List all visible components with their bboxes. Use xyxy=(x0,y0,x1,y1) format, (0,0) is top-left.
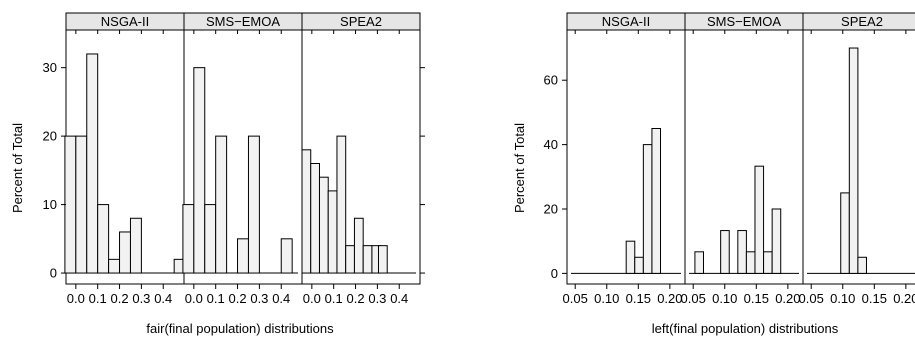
x-tick-label: 0.0 xyxy=(185,291,203,306)
histogram-bar xyxy=(182,204,195,274)
x-tick-label: 0.05 xyxy=(563,291,588,306)
panel-strip-label: NSGA-II xyxy=(602,14,650,29)
x-tick-label: 0.15 xyxy=(744,291,769,306)
x-tick-label: 0.10 xyxy=(712,291,737,306)
x-tick-label: 0.20 xyxy=(775,291,800,306)
left-distribution-figure: left(final population) distributions Per… xyxy=(512,12,915,336)
panel-0-0: NSGA-II 0.0 0.1 0.2 0.3 0.4 xyxy=(64,12,186,306)
histogram-bar xyxy=(625,240,636,274)
panel-frame xyxy=(802,29,915,285)
panel-strip-label: NSGA-II xyxy=(101,14,149,29)
histogram-bar xyxy=(754,165,765,274)
x-tick-label: 0.2 xyxy=(346,291,364,306)
histogram-bar xyxy=(377,245,388,274)
x-tick-label: 0.4 xyxy=(272,291,290,306)
x-tick-label: 0.05 xyxy=(681,291,706,306)
x-tick-label: 0.3 xyxy=(368,291,386,306)
panel-strip-label: SPEA2 xyxy=(841,14,883,29)
x-tick-label: 0.0 xyxy=(67,291,85,306)
histogram-bar xyxy=(857,256,867,274)
histogram-bar xyxy=(745,251,756,274)
x-tick-label: 0.3 xyxy=(250,291,268,306)
fig1-xlabel: left(final population) distributions xyxy=(652,321,839,336)
histogram-bar xyxy=(763,251,773,274)
fig1-ylabel: Percent of Total xyxy=(512,123,527,213)
histogram-bar xyxy=(642,144,653,274)
fig0-xlabel: fair(final population) distributions xyxy=(146,321,334,336)
panel-1-2: SPEA2 0.05 0.10 0.15 0.20 xyxy=(799,12,915,306)
histogram-bar xyxy=(848,47,859,274)
x-tick-label: 0.20 xyxy=(657,291,682,306)
panel-strip-label: SMS−EMOA xyxy=(707,14,781,29)
histogram-bar xyxy=(97,204,110,274)
histogram-bar xyxy=(720,230,730,274)
histogram-bar xyxy=(301,149,312,274)
y-tick-label: 0 xyxy=(551,266,558,281)
histogram-bar xyxy=(327,190,338,274)
histogram-bar xyxy=(247,135,260,274)
histogram-bar xyxy=(362,245,373,274)
x-tick-label: 0.1 xyxy=(89,291,107,306)
histogram-bar xyxy=(353,217,364,274)
x-tick-label: 0.4 xyxy=(154,291,172,306)
panel-1-1: SMS−EMOA 0.05 0.10 0.15 0.20 xyxy=(681,12,804,306)
x-tick-label: 0.2 xyxy=(110,291,128,306)
y-tick-label: 40 xyxy=(544,137,558,152)
y-tick-label: 30 xyxy=(43,60,57,75)
panel-0-2: SPEA2 0.0 0.1 0.2 0.3 0.4 xyxy=(301,12,421,306)
x-tick-label: 0.15 xyxy=(626,291,651,306)
x-tick-label: 0.15 xyxy=(862,291,887,306)
histogram-bar xyxy=(75,135,88,274)
histogram-bar xyxy=(237,238,249,274)
y-tick-label: 20 xyxy=(43,129,57,144)
histogram-bar xyxy=(336,135,347,274)
histogram-bar xyxy=(108,258,121,274)
x-tick-label: 0.1 xyxy=(325,291,343,306)
panel-0-1: SMS−EMOA 0.0 0.1 0.2 0.3 0.4 xyxy=(182,12,303,306)
panel-1-0: NSGA-II 0.05 0.10 0.15 0.20 xyxy=(563,12,686,306)
histogram-bar xyxy=(345,245,355,274)
x-tick-label: 0.20 xyxy=(893,291,915,306)
panel-strip-label: SMS−EMOA xyxy=(206,14,280,29)
histogram-bar xyxy=(215,135,228,274)
x-tick-label: 0.3 xyxy=(132,291,150,306)
histogram-bar xyxy=(771,208,782,274)
histogram-bar xyxy=(651,128,662,274)
x-tick-label: 0.10 xyxy=(594,291,619,306)
histogram-bar xyxy=(310,163,320,274)
x-tick-label: 0.0 xyxy=(303,291,321,306)
y-tick-label: 0 xyxy=(50,266,57,281)
y-tick-label: 10 xyxy=(43,197,57,212)
fair-distribution-figure: fair(final population) distributions Per… xyxy=(10,12,425,336)
histogram-bar xyxy=(64,135,77,274)
histogram-bar xyxy=(204,204,217,274)
y-tick-label: 60 xyxy=(544,73,558,88)
histogram-bar xyxy=(193,67,206,274)
histogram-bar xyxy=(129,217,142,274)
x-tick-label: 0.1 xyxy=(207,291,225,306)
histogram-bar xyxy=(737,230,747,274)
y-tick-label: 20 xyxy=(544,201,558,216)
histogram-bar xyxy=(694,251,704,274)
fig0-ylabel: Percent of Total xyxy=(10,123,25,213)
x-tick-label: 0.10 xyxy=(830,291,855,306)
histogram-bar xyxy=(119,231,131,274)
histogram-bar xyxy=(634,256,644,274)
histogram-bar xyxy=(840,192,850,274)
histogram-bar xyxy=(86,53,99,274)
x-tick-label: 0.2 xyxy=(228,291,246,306)
histogram-bar xyxy=(318,176,329,274)
panel-strip-label: SPEA2 xyxy=(340,14,382,29)
x-tick-label: 0.05 xyxy=(799,291,824,306)
histogram-bar xyxy=(280,238,293,274)
x-tick-label: 0.4 xyxy=(390,291,408,306)
